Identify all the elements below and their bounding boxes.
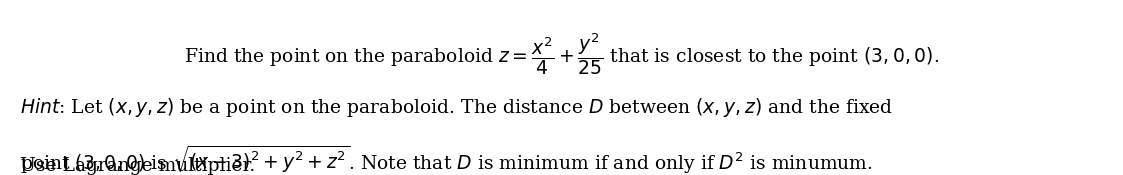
Text: point $(3, 0, 0)$ is $\sqrt{(x-3)^2 + y^2 + z^2}$. Note that $D$ is minimum if a: point $(3, 0, 0)$ is $\sqrt{(x-3)^2 + y^… bbox=[20, 144, 873, 175]
Text: $\mathit{Hint}$: Let $(x, y, z)$ be a point on the paraboloid. The distance $D$ : $\mathit{Hint}$: Let $(x, y, z)$ be a po… bbox=[20, 96, 894, 119]
Text: Find the point on the paraboloid $z = \dfrac{x^2}{4} + \dfrac{y^2}{25}$ that is : Find the point on the paraboloid $z = \d… bbox=[184, 32, 939, 77]
Text: Use Lagrange multiplier.: Use Lagrange multiplier. bbox=[20, 157, 255, 175]
